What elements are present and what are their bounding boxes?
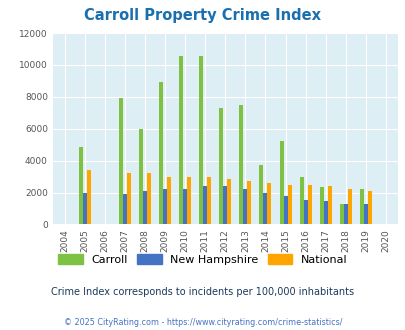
Bar [319,187,323,224]
Bar [363,204,367,224]
Bar [307,185,311,224]
Bar [347,189,351,224]
Text: © 2025 CityRating.com - https://www.cityrating.com/crime-statistics/: © 2025 CityRating.com - https://www.city… [64,318,341,327]
Bar [127,173,131,224]
Bar [267,183,271,224]
Bar [203,186,207,224]
Bar [119,98,123,224]
Bar [183,189,187,224]
Bar [263,193,267,224]
Bar [219,108,223,224]
Bar [359,189,363,224]
Bar [147,173,151,224]
Bar [243,189,247,224]
Bar [327,186,331,224]
Bar [303,200,307,224]
Bar [323,201,327,224]
Bar [159,82,163,224]
Bar [87,170,91,224]
Bar [247,182,251,224]
Bar [179,56,183,224]
Bar [123,194,127,224]
Bar [223,186,227,224]
Bar [163,189,167,224]
Bar [279,142,283,224]
Bar [143,191,147,224]
Bar [187,177,191,224]
Bar [343,204,347,224]
Bar [299,177,303,224]
Bar [287,184,291,224]
Bar [283,196,287,224]
Bar [83,193,87,224]
Bar [239,105,243,224]
Bar [167,177,171,224]
Text: Crime Index corresponds to incidents per 100,000 inhabitants: Crime Index corresponds to incidents per… [51,287,354,297]
Bar [259,165,263,224]
Bar [227,179,231,224]
Bar [207,177,211,224]
Bar [367,191,371,224]
Legend: Carroll, New Hampshire, National: Carroll, New Hampshire, National [54,250,351,269]
Bar [339,204,343,224]
Bar [139,129,143,224]
Text: Carroll Property Crime Index: Carroll Property Crime Index [84,8,321,23]
Bar [79,147,83,224]
Bar [199,56,203,224]
